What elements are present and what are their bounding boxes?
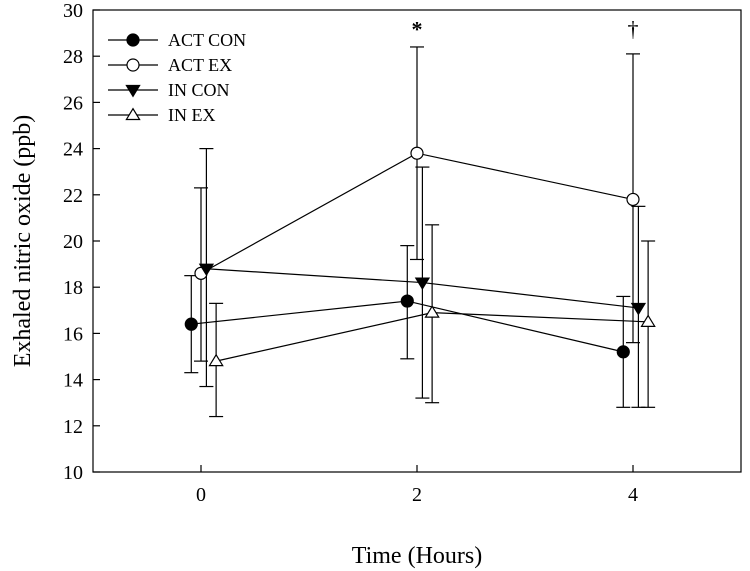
point-in-ex [208, 353, 224, 367]
legend-item-in-ex: IN EX [108, 105, 216, 125]
point-in-ex [640, 314, 656, 327]
legend-label: ACT CON [168, 30, 246, 50]
point-act-con [184, 317, 198, 331]
point-in-con [630, 302, 647, 316]
x-tick-label: 2 [412, 484, 422, 506]
y-tick-label: 20 [63, 231, 83, 253]
point-act-ex [410, 146, 424, 160]
legend-item-in-con: IN CON [108, 80, 230, 100]
x-axis: 0 2 4 [196, 465, 638, 506]
y-axis-title: Exhaled nitric oxide (ppb) [10, 115, 36, 368]
y-tick-label: 10 [63, 462, 83, 484]
x-tick-label: 0 [196, 484, 206, 506]
y-tick-label: 30 [63, 0, 83, 22]
legend-marker-in-ex [125, 107, 141, 121]
y-tick-label: 16 [63, 323, 83, 345]
legend-label: IN CON [168, 80, 230, 100]
legend: ACT CON ACT EX IN CON IN EX [108, 30, 246, 125]
point-in-con [198, 263, 215, 277]
annotations: * † [412, 16, 639, 41]
point-in-ex [424, 305, 440, 318]
legend-item-act-ex: ACT EX [108, 55, 232, 75]
y-tick-label: 24 [63, 139, 83, 161]
significance-marker: † [628, 16, 639, 41]
y-tick-label: 22 [63, 185, 83, 207]
x-tick-label: 4 [628, 484, 638, 506]
point-act-con [616, 345, 630, 359]
series-markers [184, 146, 656, 367]
point-act-con [400, 294, 414, 308]
y-axis: 10 12 14 16 18 20 22 24 26 28 30 [63, 0, 100, 484]
y-tick-label: 12 [63, 416, 83, 438]
y-tick-label: 26 [63, 92, 83, 114]
legend-item-act-con: ACT CON [108, 30, 246, 50]
legend-marker-act-ex [126, 58, 140, 72]
y-tick-label: 18 [63, 277, 83, 299]
legend-marker-in-con [125, 84, 141, 98]
significance-marker: * [412, 16, 423, 41]
point-act-ex [626, 192, 640, 207]
legend-label: ACT EX [168, 55, 232, 75]
y-tick-label: 28 [63, 46, 83, 68]
legend-marker-act-con [126, 33, 140, 47]
y-tick-label: 14 [63, 370, 83, 392]
point-in-con [414, 277, 431, 291]
legend-label: IN EX [168, 105, 216, 125]
series-layer [184, 46, 656, 418]
x-axis-title: Time (Hours) [352, 543, 482, 569]
